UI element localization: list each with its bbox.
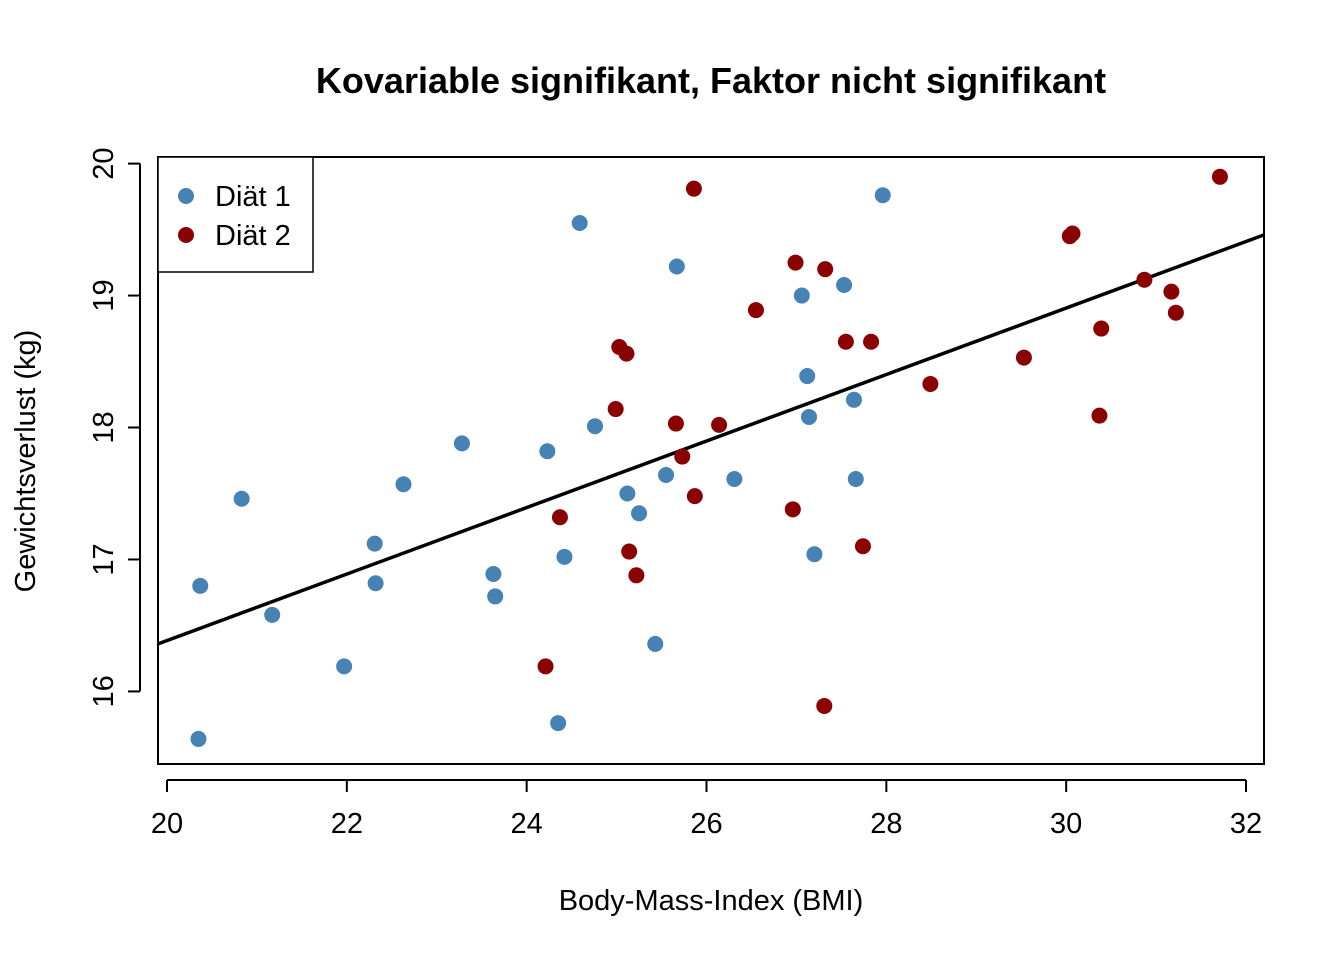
x-tick-label: 24 (511, 808, 543, 840)
data-point-series-2 (1091, 407, 1108, 424)
data-point-series-2 (837, 333, 854, 350)
data-point-series-2 (618, 345, 635, 362)
data-point-series-2 (863, 333, 880, 350)
y-tick-label: 19 (88, 279, 120, 311)
data-point-series-1 (726, 470, 743, 487)
x-tick-label: 22 (331, 808, 363, 840)
data-point-series-2 (922, 375, 939, 392)
data-point-series-1 (587, 418, 604, 435)
data-point-series-1 (550, 715, 567, 732)
legend-marker-diaet-1 (178, 188, 194, 204)
data-point-series-2 (1136, 271, 1153, 288)
x-tick-label: 30 (1050, 808, 1082, 840)
data-point-series-2 (685, 180, 702, 197)
data-point-series-2 (1167, 304, 1184, 321)
data-point-series-1 (571, 214, 588, 231)
data-point-series-1 (845, 391, 862, 408)
data-point-series-1 (836, 276, 853, 293)
x-tick-label: 20 (151, 808, 183, 840)
y-tick-label: 20 (88, 147, 120, 179)
legend-box (157, 156, 314, 273)
data-point-series-1 (631, 505, 648, 522)
data-point-series-2 (621, 543, 638, 560)
legend-marker-diaet-2 (178, 227, 194, 243)
data-point-series-1 (192, 577, 209, 594)
data-point-series-2 (784, 501, 801, 518)
data-point-series-1 (264, 606, 281, 623)
x-tick-label: 32 (1230, 808, 1262, 840)
data-point-series-1 (453, 435, 470, 452)
data-point-series-2 (674, 448, 691, 465)
data-point-series-2 (711, 416, 728, 433)
x-axis: 20 22 24 26 28 30 32 (151, 779, 1262, 840)
data-point-series-2 (817, 261, 834, 278)
data-point-series-1 (366, 535, 383, 552)
data-point-series-1 (539, 443, 556, 460)
data-point-series-1 (336, 658, 353, 675)
data-point-series-1 (487, 588, 504, 605)
x-axis-label: Body-Mass-Index (BMI) (559, 885, 864, 917)
data-point-series-1 (847, 470, 864, 487)
data-point-series-2 (854, 538, 871, 555)
data-point-series-1 (485, 565, 502, 582)
data-point-series-1 (793, 287, 810, 304)
data-point-series-2 (607, 401, 624, 418)
data-point-series-2 (1015, 349, 1032, 366)
data-point-series-1 (556, 548, 573, 565)
data-point-series-1 (619, 485, 636, 502)
data-point-series-2 (1163, 283, 1180, 300)
data-point-series-2 (1211, 168, 1228, 185)
plot-frame (157, 156, 1265, 765)
data-point-series-1 (801, 408, 818, 425)
data-point-series-2 (747, 302, 764, 319)
data-point-series-2 (667, 415, 684, 432)
y-axis: 16 17 18 19 20 (88, 147, 141, 708)
data-points (190, 168, 1228, 747)
regression-line-group (157, 233, 1265, 646)
data-point-series-2 (537, 658, 554, 675)
regression-line (157, 233, 1265, 646)
data-point-series-2 (686, 488, 703, 505)
data-point-series-2 (628, 567, 645, 584)
data-point-series-1 (647, 635, 664, 652)
data-point-series-1 (668, 258, 685, 275)
y-axis-label: Gewichtsverlust (kg) (10, 330, 42, 593)
x-tick-label: 28 (870, 808, 902, 840)
data-point-series-1 (799, 368, 816, 385)
x-tick-label: 26 (690, 808, 722, 840)
y-tick-label: 18 (88, 411, 120, 443)
legend-label-diaet-1: Diät 1 (215, 181, 291, 213)
data-point-series-1 (233, 490, 250, 507)
data-point-series-1 (874, 187, 891, 204)
y-tick-label: 17 (88, 543, 120, 575)
legend-label-diaet-2: Diät 2 (215, 220, 291, 252)
data-point-series-2 (1064, 225, 1081, 242)
chart-title: Kovariable signifikant, Faktor nicht sig… (316, 60, 1106, 101)
data-point-series-1 (658, 467, 675, 484)
y-tick-label: 16 (88, 675, 120, 707)
data-point-series-1 (367, 575, 384, 592)
data-point-series-1 (395, 476, 412, 493)
data-point-series-1 (190, 730, 207, 747)
data-point-series-2 (1093, 320, 1110, 337)
data-point-series-2 (787, 254, 804, 271)
data-point-series-2 (816, 697, 833, 714)
legend: Diät 1 Diät 2 (157, 156, 314, 273)
data-point-series-1 (806, 546, 823, 563)
data-point-series-2 (551, 509, 568, 526)
